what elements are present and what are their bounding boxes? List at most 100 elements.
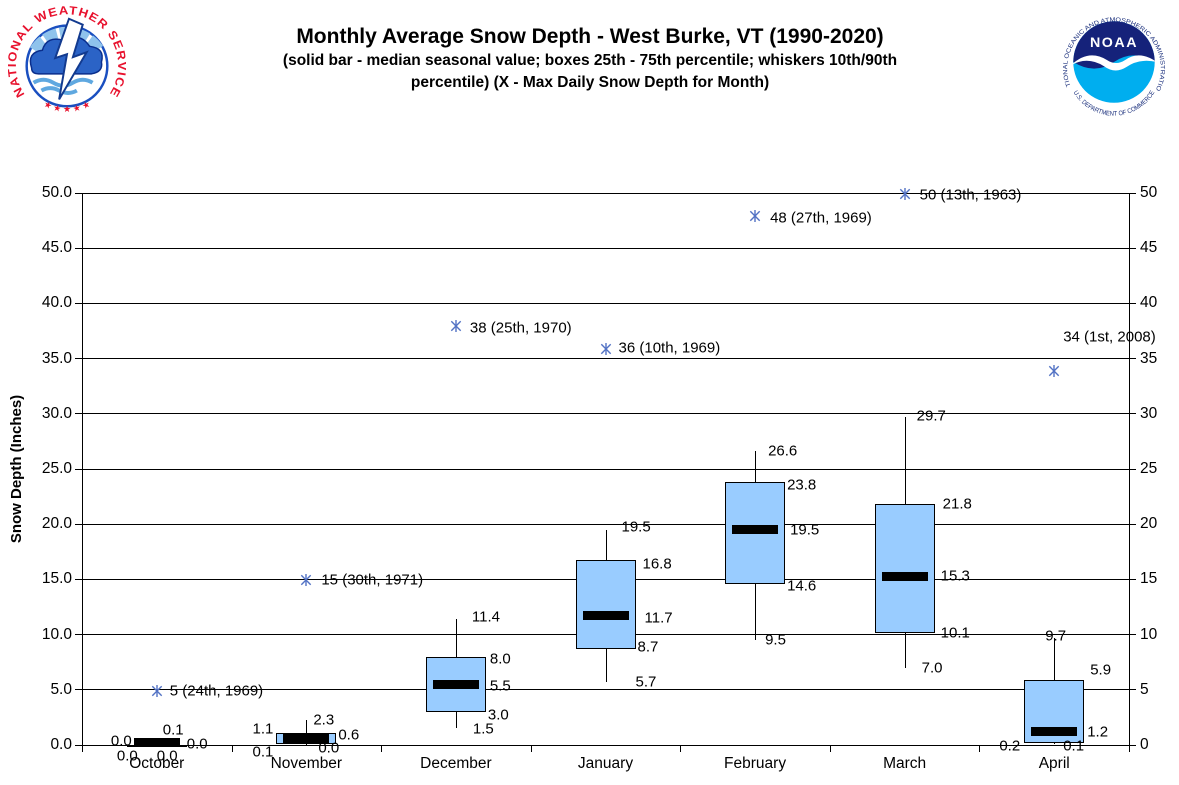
stat-label-p75: 0.0 [186,735,208,753]
y-tick-left [75,413,82,415]
y-tick-label-left: 45.0 [41,239,72,257]
stat-label-median: 0.0 [110,732,132,750]
max-marker-label: 34 (1st, 2008) [1063,328,1156,346]
stat-label-p10: 0.1 [1063,737,1085,755]
stat-label-p75: 1.1 [252,720,274,738]
stat-label-p25: 10.1 [940,624,970,642]
max-marker-label: 15 (30th, 1971) [321,571,424,589]
category-label: March [883,755,927,772]
whisker-lower [904,633,906,668]
noaa-center-text: NOAA [1090,35,1138,51]
max-marker [450,319,462,333]
stat-label-p10: 5.7 [635,673,657,691]
noaa-gull-icon [1071,55,1157,71]
x-tick [231,745,233,752]
stat-label-p25: 0.0 [156,747,178,765]
y-tick-right [1129,689,1136,691]
stat-label-p75: 8.0 [489,650,511,668]
noaa-logo: NOAA NATIONAL OCEANIC AND ATMOSPHERIC AD… [1055,0,1170,121]
category-label: November [270,755,343,772]
y-tick-right [1129,468,1136,470]
x-tick [381,745,383,752]
median-bar [283,733,330,743]
noaa-logo-graphic: NOAA NATIONAL OCEANIC AND ATMOSPHERIC AD… [1055,0,1165,118]
y-tick-label-right: 40 [1140,294,1158,312]
y-tick-right [1129,523,1136,525]
median-bar [432,679,479,689]
stat-label-median: 19.5 [790,521,820,539]
percentile-box [575,559,636,649]
y-tick-label-left: 40.0 [41,294,72,312]
stat-label-median: 5.5 [489,677,511,695]
y-tick-label-right: 0 [1140,736,1149,753]
stat-label-p90: 2.3 [313,711,335,729]
max-marker [899,187,911,200]
gridline [82,302,1129,304]
nws-logo-graphic: NATIONAL WEATHER SERVICE ★ ★ ★ ★ ★ [5,3,128,115]
y-tick-label-left: 35.0 [41,349,72,367]
max-marker [600,342,612,355]
stat-label-median: 0.6 [338,726,360,744]
x-tick [1129,745,1130,752]
chart-title: Monthly Average Snow Depth - West Burke,… [296,25,884,48]
stat-label-p90: 29.7 [916,407,946,425]
stat-label-p10: 0.0 [116,747,138,765]
whisker-lower [605,648,607,683]
stat-label-p90: 26.6 [768,442,798,460]
y-tick-left [75,689,82,691]
y-tick-label-right: 20 [1140,515,1158,533]
y-tick-right [1129,578,1136,580]
y-tick-left [75,302,82,304]
y-tick-label-right: 25 [1140,460,1158,477]
stat-label-p25: 3.0 [487,706,509,724]
stat-label-median: 1.2 [1087,723,1109,741]
y-tick-label-right: 10 [1140,625,1158,643]
x-tick [530,745,532,752]
y-tick-label-left: 20.0 [41,515,72,533]
y-tick-left [75,247,82,249]
whisker-lower [1054,742,1056,744]
y-tick-label-left: 15.0 [41,570,72,588]
stat-label-p75: 5.9 [1090,661,1112,679]
max-marker-label: 38 (25th, 1970) [469,319,572,337]
stat-label-p75: 16.8 [642,555,672,573]
gridline [82,413,1129,415]
stat-label-p90: 9.7 [1045,627,1067,645]
gridline [82,358,1129,360]
max-marker-label: 36 (10th, 1969) [618,339,721,357]
y-tick-label-right: 35 [1140,349,1158,367]
x-tick [680,745,682,752]
stat-label-p25: 8.7 [637,638,659,656]
stat-label-p25: 14.6 [787,577,817,595]
stat-label-p10: 1.5 [472,720,494,738]
y-tick-left [75,634,82,636]
nws-stars: ★ ★ ★ ★ ★ [42,99,92,115]
y-tick-label-right: 15 [1140,570,1158,588]
stat-label-p10: 0.0 [318,739,340,757]
y-tick-right [1129,302,1136,304]
max-marker-label: 48 (27th, 1969) [770,209,872,227]
chart-subtitle-line1: (solid bar - median seasonal value; boxe… [282,52,898,70]
stat-label-p10: 7.0 [921,659,943,677]
stat-label-p10: 9.5 [765,631,786,649]
category-label: January [577,755,634,772]
gridline [82,523,1129,525]
whisker-upper [904,417,906,505]
median-bar [133,738,180,747]
gridline [82,192,1129,194]
percentile-box [874,504,935,634]
x-axis [82,745,1130,746]
median-bar [1031,727,1078,737]
whisker-upper [455,619,457,657]
whisker-lower [306,743,308,745]
whisker-upper [306,719,308,733]
category-label: April [1038,755,1070,772]
y-tick-left [75,358,82,360]
y-tick-right [1129,192,1136,194]
y-tick-right [1129,413,1136,415]
category-label: December [420,755,492,772]
y-tick-label-right: 30 [1140,404,1158,422]
chart-subtitle-line2: percentile) (X - Max Daily Snow Depth fo… [410,74,770,92]
stat-label-p25: 0.1 [252,743,274,761]
